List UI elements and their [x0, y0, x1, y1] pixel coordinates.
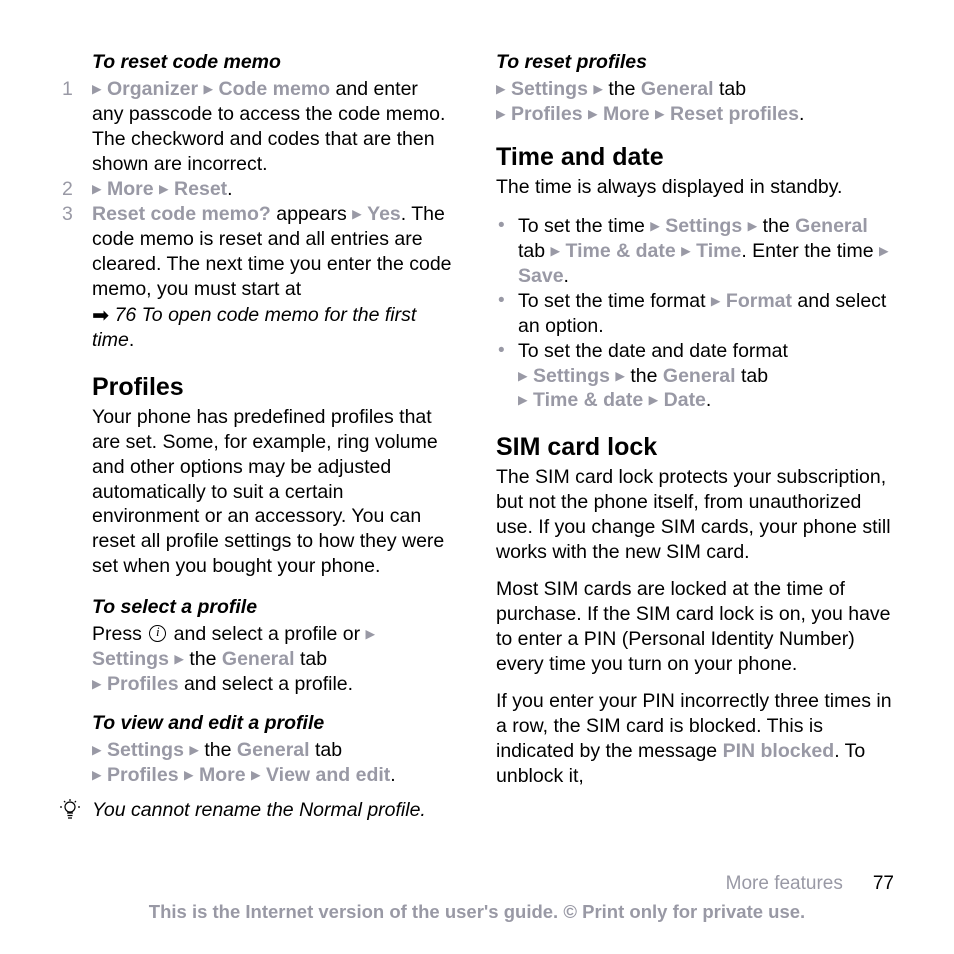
step-2: 2 ▶ More ▶ Reset.: [56, 177, 454, 202]
triangle-icon: ▶: [203, 82, 213, 96]
heading-time-date: Time and date: [496, 141, 894, 173]
triangle-icon: ▶: [496, 82, 506, 96]
triangle-icon: ▶: [649, 393, 659, 407]
bullet-text: To set the time format ▶ Format and sele…: [518, 289, 894, 339]
step-1: 1 ▶ Organizer ▶ Code memo and enter any …: [56, 77, 454, 177]
tip-text: You cannot rename the Normal profile.: [92, 798, 454, 828]
bullet-icon: •: [496, 289, 518, 313]
triangle-icon: ▶: [655, 107, 665, 121]
triangle-icon: ▶: [748, 219, 758, 233]
triangle-icon: ▶: [92, 677, 102, 691]
triangle-icon: ▶: [879, 244, 889, 258]
triangle-icon: ▶: [518, 369, 528, 383]
step-text: Reset code memo? appears ▶ Yes. The code…: [92, 202, 454, 353]
triangle-icon: ▶: [551, 244, 561, 258]
sim-p3: If you enter your PIN incorrectly three …: [496, 689, 894, 789]
triangle-icon: ▶: [650, 219, 660, 233]
step-text: ▶ More ▶ Reset.: [92, 177, 454, 202]
triangle-icon: ▶: [92, 743, 102, 757]
step-3: 3 Reset code memo? appears ▶ Yes. The co…: [56, 202, 454, 353]
triangle-icon: ▶: [92, 768, 102, 782]
heading-sim-lock: SIM card lock: [496, 431, 894, 463]
triangle-icon: ▶: [588, 107, 598, 121]
bullet-icon: •: [496, 214, 518, 238]
page-number: 77: [873, 873, 894, 894]
time-date-body: The time is always displayed in standby.: [496, 175, 894, 200]
triangle-icon: ▶: [92, 182, 102, 196]
sim-p1: The SIM card lock protects your subscrip…: [496, 465, 894, 565]
step-number: 3: [56, 202, 92, 227]
triangle-icon: ▶: [251, 768, 261, 782]
triangle-icon: ▶: [92, 82, 102, 96]
bullet-2: • To set the time format ▶ Format and se…: [496, 289, 894, 339]
lightbulb-icon: [56, 798, 82, 828]
step-number: 2: [56, 177, 92, 202]
triangle-icon: ▶: [352, 207, 362, 221]
sim-p2: Most SIM cards are locked at the time of…: [496, 577, 894, 677]
triangle-icon: ▶: [189, 743, 199, 757]
triangle-icon: ▶: [593, 82, 603, 96]
view-edit-body: ▶ Settings ▶ the General tab ▶ Profiles …: [92, 738, 454, 788]
triangle-icon: ▶: [711, 294, 721, 308]
reset-profiles-body: ▶ Settings ▶ the General tab▶ Profiles ▶…: [496, 77, 894, 127]
triangle-icon: ▶: [518, 393, 528, 407]
triangle-icon: ▶: [681, 244, 691, 258]
step-number: 1: [56, 77, 92, 102]
triangle-icon: ▶: [184, 768, 194, 782]
triangle-icon: ▶: [366, 627, 376, 641]
bullet-text: To set the date and date format ▶ Settin…: [518, 339, 894, 414]
subheading-reset-profiles: To reset profiles: [496, 50, 894, 75]
bullet-text: To set the time ▶ Settings ▶ the General…: [518, 214, 894, 289]
info-icon: [149, 625, 166, 642]
subheading-view-edit-profile: To view and edit a profile: [92, 711, 454, 736]
subheading-reset-code-memo: To reset code memo: [92, 50, 454, 75]
bullet-3: • To set the date and date format ▶ Sett…: [496, 339, 894, 414]
select-profile-body: Press and select a profile or ▶ Settings…: [92, 622, 454, 697]
bullet-icon: •: [496, 339, 518, 363]
heading-profiles: Profiles: [92, 371, 454, 403]
bullet-1: • To set the time ▶ Settings ▶ the Gener…: [496, 214, 894, 289]
triangle-icon: ▶: [159, 182, 169, 196]
profiles-body: Your phone has predefined profiles that …: [92, 405, 454, 580]
triangle-icon: ▶: [174, 652, 184, 666]
triangle-icon: ▶: [496, 107, 506, 121]
tip-row: You cannot rename the Normal profile.: [56, 798, 454, 828]
footer-section: More features77: [726, 872, 894, 896]
arrow-icon: ➡: [92, 304, 109, 327]
footer-disclaimer: This is the Internet version of the user…: [0, 900, 954, 924]
subheading-select-profile: To select a profile: [92, 595, 454, 620]
triangle-icon: ▶: [615, 369, 625, 383]
step-text: ▶ Organizer ▶ Code memo and enter any pa…: [92, 77, 454, 177]
